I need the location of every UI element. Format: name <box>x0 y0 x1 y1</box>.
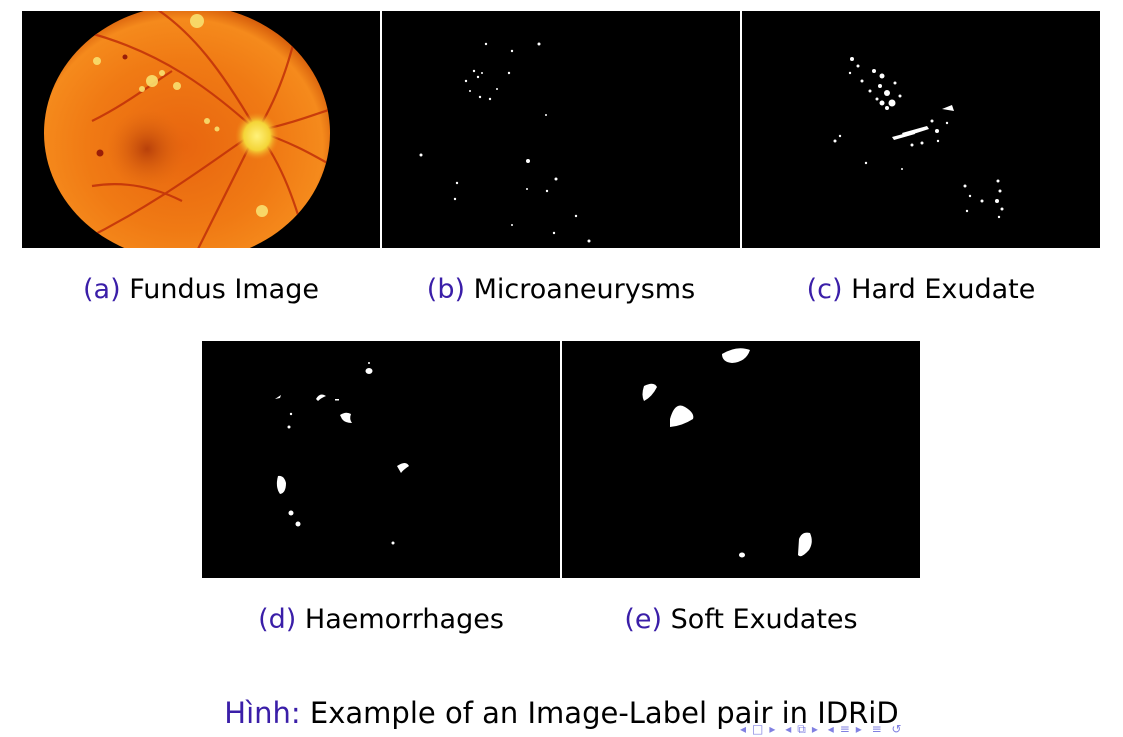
microaneurysms-mask <box>382 11 740 248</box>
nav-next-frame-icon[interactable]: ▸ <box>769 722 776 736</box>
caption-e: (e) Soft Exudates <box>562 603 920 637</box>
caption-d: (d) Haemorrhages <box>202 603 560 637</box>
haemorrhages-mask-panel <box>202 341 560 578</box>
nav-subsection-icon[interactable]: ⧉ <box>797 722 806 736</box>
figure-caption: Hình: Example of an Image-Label pair in … <box>0 694 1123 732</box>
caption-c-letter: (c) <box>806 274 843 305</box>
caption-e-letter: (e) <box>624 604 663 635</box>
caption-a: (a) Fundus Image <box>22 273 380 307</box>
nav-appendix-icon[interactable]: ≡ <box>871 722 882 736</box>
nav-next-subsection-icon[interactable]: ▸ <box>811 722 818 736</box>
figure-label-separator: : <box>290 696 301 730</box>
nav-frame-icon[interactable]: □ <box>752 722 764 736</box>
nav-prev-section-icon[interactable]: ◂ <box>827 722 834 736</box>
caption-b-letter: (b) <box>426 274 466 305</box>
caption-d-letter: (d) <box>258 604 297 635</box>
caption-a-letter: (a) <box>83 274 121 305</box>
hard-exudate-mask-panel <box>742 11 1100 248</box>
caption-e-text: Soft Exudates <box>670 604 858 635</box>
nav-section-icon[interactable]: ≡ <box>839 722 850 736</box>
figure-label: Hình <box>224 696 291 730</box>
microaneurysms-mask-panel <box>382 11 740 248</box>
beamer-navigation: ◂ □ ▸ ◂ ⧉ ▸ ◂ ≡ ▸ ≡ ↺ <box>740 722 908 737</box>
nav-next-section-icon[interactable]: ▸ <box>855 722 862 736</box>
fundus-image-panel <box>22 11 380 248</box>
soft-exudates-mask <box>562 341 920 578</box>
nav-search-icon[interactable]: ↺ <box>891 722 902 736</box>
haemorrhages-mask <box>202 341 560 578</box>
soft-exudates-mask-panel <box>562 341 920 578</box>
caption-a-text: Fundus Image <box>129 274 319 305</box>
caption-c-text: Hard Exudate <box>851 274 1036 305</box>
caption-b-text: Microaneurysms <box>473 274 696 305</box>
nav-prev-frame-icon[interactable]: ◂ <box>740 722 747 736</box>
figure-caption-text: Example of an Image-Label pair in IDRiD <box>300 696 899 730</box>
caption-c: (c) Hard Exudate <box>742 273 1100 307</box>
caption-d-text: Haemorrhages <box>304 604 504 635</box>
caption-b: (b) Microaneurysms <box>382 273 740 307</box>
hard-exudate-mask <box>742 11 1100 248</box>
nav-prev-subsection-icon[interactable]: ◂ <box>785 722 792 736</box>
fundus-image <box>22 11 380 248</box>
